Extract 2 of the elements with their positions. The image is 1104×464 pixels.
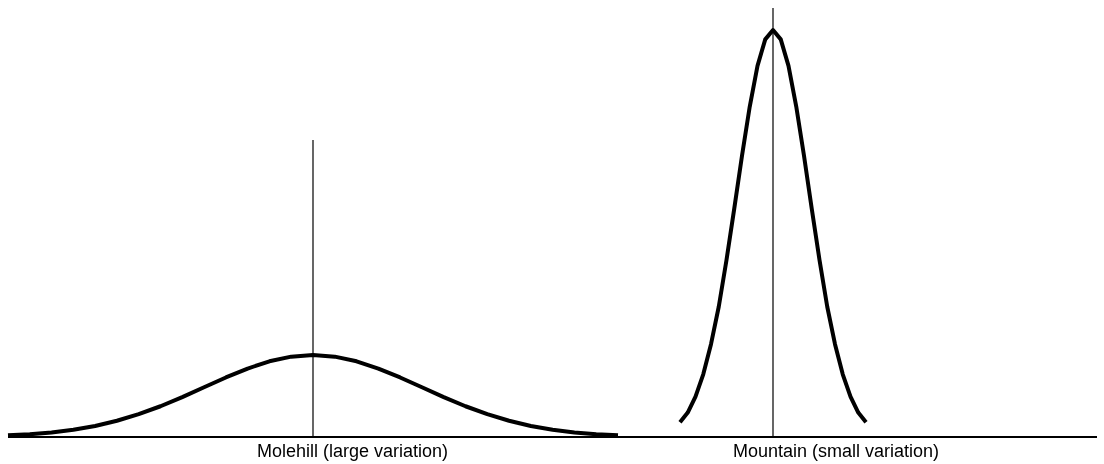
- text: Molehill (large variation): [257, 441, 449, 461]
- text: Mountain (small variation): [733, 441, 940, 461]
